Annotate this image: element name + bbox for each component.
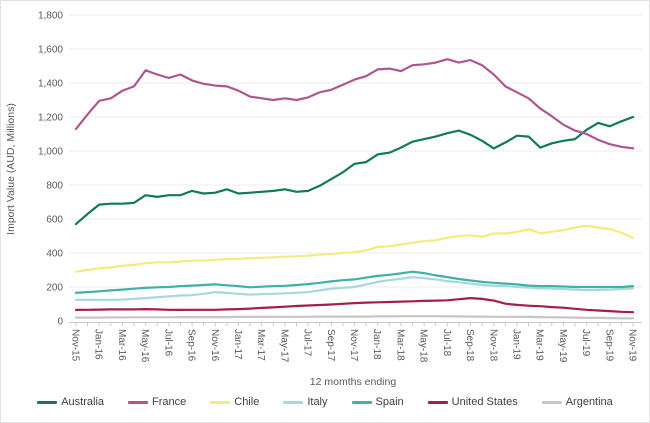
x-tick-label: Jan-19 [510, 329, 521, 360]
legend-item-united-states: United States [427, 396, 518, 408]
series-line-australia [74, 115, 635, 226]
x-tick-label: Jul-16 [162, 329, 173, 357]
x-tick-label: Sep-17 [325, 329, 336, 362]
x-tick-label: Jan-16 [93, 329, 104, 360]
x-tick-label: Nov-18 [487, 329, 498, 362]
legend-item-australia: Australia [37, 397, 104, 408]
legend-label-italy: Italy [307, 396, 328, 408]
chart-legend: Australia France Chile Italy Spain United Sta… [1, 397, 649, 408]
x-tick-label: Jan-17 [232, 329, 243, 360]
y-tick-label: 200 [46, 283, 63, 294]
y-tick-label: 400 [46, 249, 63, 260]
legend-swatch-united-states [427, 401, 448, 404]
x-tick-label: Sep-16 [186, 329, 197, 362]
x-tick-label: Mar-18 [394, 329, 405, 361]
legend-label-chile: Chile [234, 396, 260, 408]
legend-label-spain: Spain [375, 396, 404, 408]
legend-swatch-italy [283, 401, 304, 404]
legend-label-australia: Australia [61, 396, 104, 408]
x-tick-label: Nov-17 [348, 329, 359, 362]
x-tick-label: Jul-18 [441, 329, 452, 357]
series-line-chile [74, 224, 635, 273]
y-tick-label: 0 [57, 317, 63, 328]
legend-item-italy: Italy [283, 396, 328, 408]
y-tick-label: 1,400 [38, 79, 63, 90]
x-tick-label: Mar-17 [255, 329, 266, 361]
x-tick-label: Jul-17 [302, 329, 313, 357]
series-line-spain [74, 270, 635, 294]
x-axis-title: 12 momths ending [310, 376, 397, 388]
legend-item-spain: Spain [351, 396, 404, 408]
legend-item-argentina: Argentina [541, 396, 613, 408]
x-tick-label: Sep-18 [464, 329, 475, 362]
legend-swatch-australia [37, 401, 58, 404]
plot-area: 0 200 400 600 800 1,000 1,200 1,400 1,600 1,800 N… [5, 11, 642, 388]
x-tick-label: Jul-19 [580, 329, 591, 357]
y-tick-label: 1,200 [38, 113, 63, 124]
x-tick-label: May-19 [557, 329, 568, 363]
y-tick-label: 1,000 [38, 147, 63, 158]
series-line-italy [74, 276, 635, 301]
y-tick-label: 1,800 [38, 11, 63, 22]
x-tick-label: Nov-16 [209, 329, 220, 362]
y-tick-label: 800 [46, 181, 63, 192]
series-line-argentina [74, 315, 635, 320]
legend-item-chile: Chile [210, 397, 259, 408]
x-tick-label: May-16 [139, 329, 150, 363]
x-tick-label: May-18 [418, 329, 429, 363]
x-tick-label: Jan-18 [371, 329, 382, 360]
legend-swatch-spain [351, 401, 372, 404]
x-tick-label: Nov-19 [627, 329, 638, 362]
legend-swatch-chile [210, 401, 231, 404]
series-line-france [74, 58, 635, 150]
x-tick-label: Mar-19 [534, 329, 545, 361]
legend-item-france: France [128, 397, 186, 408]
y-tick-label: 1,600 [38, 45, 63, 56]
x-tick-label: Nov-15 [70, 329, 81, 362]
y-axis-title: Import Value (AUD, Millions) [5, 103, 17, 235]
y-tick-label: 600 [46, 215, 63, 226]
legend-label-united-states: United States [451, 396, 518, 408]
x-tick-label: Mar-16 [116, 329, 127, 361]
legend-swatch-argentina [541, 401, 562, 404]
x-tick-label: May-17 [278, 329, 289, 363]
series-line-united-states [74, 297, 635, 314]
legend-swatch-france [128, 401, 148, 404]
x-tick-label: Sep-19 [603, 329, 614, 362]
legend-label-argentina: Argentina [565, 396, 613, 408]
legend-label-france: France [152, 396, 187, 408]
